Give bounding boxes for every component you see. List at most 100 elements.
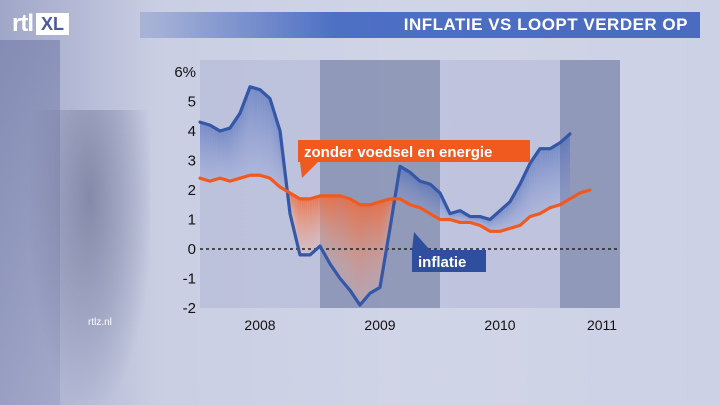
area-fill-segment [499, 209, 502, 232]
area-fill-segment [244, 96, 247, 177]
area-fill-segment [325, 195, 328, 260]
label-inflation-pointer [412, 232, 430, 250]
area-fill-segment [227, 128, 230, 182]
series-line-0 [198, 85, 572, 307]
area-fill-segment [353, 200, 356, 299]
area-fill-segment [494, 214, 496, 232]
area-fill-segment [507, 202, 509, 230]
area-fill-segment [401, 167, 404, 201]
area-fill-segment [534, 153, 537, 216]
area-fill-segment [233, 120, 236, 181]
area-fill-segment [301, 198, 304, 255]
area-fill-segment [381, 200, 384, 280]
y-axis-ticks: 6% 5 4 3 2 1 0 -1 -2 [174, 64, 196, 317]
area-fill-segment [338, 195, 341, 280]
y-tick-label: 2 [188, 182, 196, 199]
area-fill-segment [318, 195, 321, 248]
y-tick-label: -1 [183, 271, 196, 288]
area-fill-segment [355, 202, 358, 302]
y-tick-label: 0 [188, 241, 196, 258]
area-fill-segment [560, 140, 563, 205]
area-fill-segment [211, 125, 213, 181]
area-fill-segment [512, 193, 515, 228]
area-fill-segment [427, 183, 430, 214]
area-fill-segment [336, 195, 339, 277]
logo-xl-badge: XL [36, 13, 70, 35]
area-fill-segment [410, 173, 413, 206]
area-fill-segment [320, 195, 323, 250]
area-fill-segment [299, 198, 302, 255]
area-fill-segment [238, 111, 241, 179]
year-band-3 [560, 60, 620, 308]
area-fill-segment [488, 219, 491, 232]
label-inflation: inflatie [412, 232, 486, 272]
y-tick-label: 4 [188, 123, 196, 140]
area-fill-segment [544, 148, 546, 212]
area-fill-segment [425, 182, 428, 213]
area-fill-segment [248, 87, 250, 176]
series-line-1 [198, 173, 592, 233]
area-fill-segment [207, 124, 210, 181]
area-fill-segment [203, 123, 206, 180]
area-fill-segment [523, 172, 526, 223]
y-tick-label: 3 [188, 153, 196, 170]
area-fill-segment [558, 142, 561, 206]
area-fill-segment [329, 195, 332, 266]
x-tick-label: 2010 [484, 317, 515, 333]
area-fill-segment [490, 217, 493, 232]
area-fill-segment [344, 197, 347, 286]
y-tick-label: 1 [188, 212, 196, 229]
area-fill-segment [477, 216, 480, 226]
area-fill-segment [224, 129, 226, 180]
area-fill-segment [527, 164, 530, 219]
area-fill-segment [205, 123, 208, 181]
area-fill-segment [368, 204, 371, 296]
area-fill-segment [536, 150, 539, 215]
area-fill-segment [349, 198, 352, 293]
label-inflation-text: inflatie [418, 254, 466, 271]
area-fill-segment [229, 125, 232, 182]
area-fill-segment [312, 197, 315, 253]
area-fill-segment [453, 212, 456, 222]
area-fill-segment [362, 204, 365, 302]
x-tick-label: 2009 [364, 317, 395, 333]
area-fill-segment [501, 207, 504, 231]
y-tick-label: -2 [183, 300, 196, 317]
area-fill-segment [209, 124, 212, 181]
area-fill-segment [510, 197, 513, 229]
area-fill-segment [518, 184, 521, 226]
area-fill-segment [342, 196, 345, 284]
area-fill-segment [434, 188, 437, 218]
area-fill-segment [259, 89, 262, 176]
area-fill-segment [497, 210, 500, 232]
area-fill-segment [246, 91, 249, 177]
area-fill-segment [405, 169, 408, 204]
area-fill-segment [399, 167, 402, 200]
area-fill-segment [370, 204, 373, 294]
background-photo-person [30, 110, 150, 400]
area-fill-segment [236, 114, 239, 180]
area-fill-segment [538, 148, 541, 215]
area-fill-segment [366, 204, 369, 298]
area-fill-segment [305, 198, 308, 255]
area-fill-segment [316, 196, 319, 250]
series-lines [198, 85, 592, 307]
area-fill-segment [266, 95, 269, 178]
area-fill-segment [549, 147, 552, 208]
area-fill-segment [486, 218, 489, 231]
area-fill-segment [360, 204, 363, 304]
area-fill-segment [564, 137, 567, 203]
area-fill-segment [516, 187, 519, 227]
area-fill-segment [346, 197, 348, 288]
area-fill-segment [403, 168, 406, 202]
area-fill-segment [303, 198, 306, 255]
area-fill-segment [458, 210, 461, 223]
area-fill-segment [409, 171, 411, 206]
rtl-xl-logo: rtl XL [12, 10, 70, 38]
area-fill-segment [431, 185, 434, 216]
area-fill-segment [547, 148, 550, 210]
y-tick-label: 5 [188, 94, 196, 111]
area-fill-segment [364, 204, 367, 300]
area-fill-segment [414, 176, 417, 207]
